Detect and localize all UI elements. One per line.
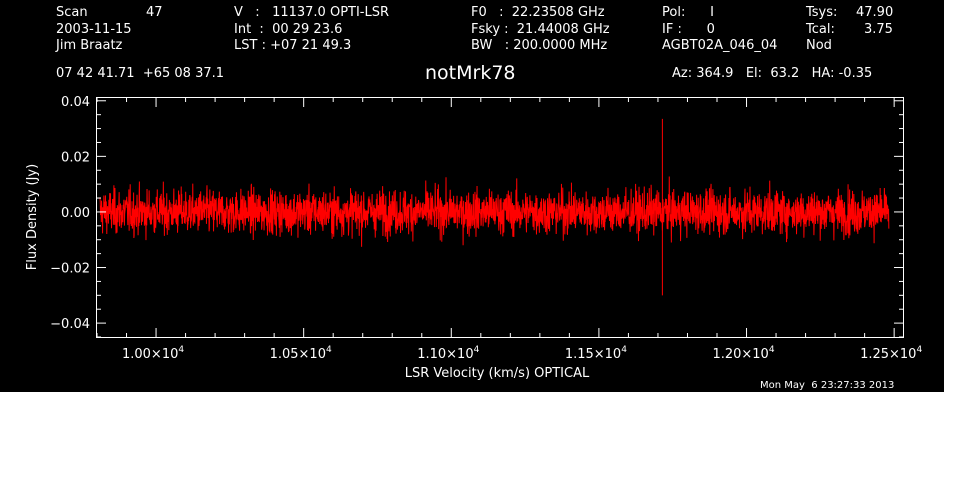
velocity-info: V : 11137.0 OPTI-LSR — [234, 5, 390, 20]
x-tick-label: 1.25×104 — [860, 345, 922, 362]
switching-mode: Nod — [806, 38, 832, 53]
scan-number: 47 — [146, 5, 163, 20]
x-tick-label: 1.00×104 — [122, 345, 184, 362]
bandwidth: BW : 200.0000 MHz — [471, 38, 608, 53]
y-tick-label: −0.02 — [50, 262, 90, 277]
tcal-label: Tcal: — [806, 22, 835, 37]
source-coordinates: 07 42 41.71 +65 08 37.1 — [56, 66, 225, 81]
observation-date: 2003-11-15 — [56, 22, 132, 37]
project-id: AGBT02A_046_04 — [662, 38, 778, 53]
tsys-value: 47.90 — [856, 5, 894, 20]
sky-frequency: Fsky : 21.44008 GHz — [471, 22, 610, 37]
y-tick-label: 0.02 — [61, 150, 90, 165]
x-tick-label: 1.20×104 — [712, 345, 774, 362]
az-el-ha: Az: 364.9 El: 63.2 HA: -0.35 — [672, 66, 873, 81]
spectrum-line — [99, 176, 890, 247]
x-axis-label: LSR Velocity (km/s) OPTICAL — [405, 366, 590, 381]
x-tick-label: 1.15×104 — [565, 345, 627, 362]
x-tick-label: 1.10×104 — [417, 345, 479, 362]
plot-timestamp: Mon May 6 23:27:33 2013 — [760, 380, 895, 391]
y-axis-label: Flux Density (Jy) — [25, 164, 40, 270]
y-tick-label: −0.04 — [50, 317, 90, 332]
source-name-title: notMrk78 — [425, 62, 516, 84]
lst-info: LST : +07 21 49.3 — [234, 38, 352, 53]
y-tick-label: 0.00 — [61, 206, 90, 221]
axis-ticks: 1.00×104 1.05×104 1.10×104 1.15×104 1.20×104… — [50, 95, 922, 362]
y-tick-label: 0.04 — [61, 95, 90, 110]
if-number: IF : 0 — [662, 22, 715, 37]
spectrum-trace — [99, 118, 890, 296]
rest-frequency: F0 : 22.23508 GHz — [471, 5, 605, 20]
tcal-value: 3.75 — [864, 22, 893, 37]
polarization: Pol: I — [662, 5, 714, 20]
plot-frame — [96, 97, 904, 338]
integration-time: Int : 00 29 23.6 — [234, 22, 343, 37]
observer-name: Jim Braatz — [56, 38, 123, 53]
spectrum-chart: 1.00×104 1.05×104 1.10×104 1.15×104 1.20×104… — [25, 95, 922, 381]
scan-label: Scan — [56, 5, 88, 20]
tsys-label: Tsys: — [806, 5, 838, 20]
x-tick-label: 1.05×104 — [270, 345, 332, 362]
